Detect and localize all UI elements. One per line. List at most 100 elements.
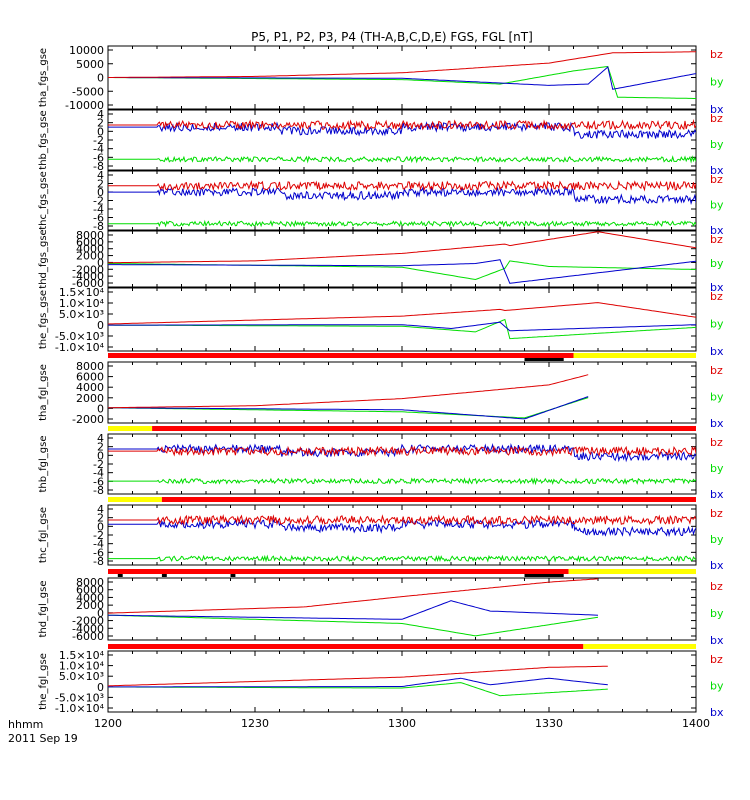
y-tick-label: 4 [97,432,104,445]
quality-mark [230,574,236,577]
panel-label: thc_fgl_gse [38,507,49,563]
legend-by: by [710,257,724,270]
series-bx-line [108,396,589,420]
x-tick-label: 1200 [94,717,122,730]
series-by-line [108,65,696,99]
y-tick-label: -4000 [72,622,104,635]
legend-bz: bz [710,580,723,593]
quality-mark [524,358,564,361]
panel-label: tha_fgl_gse [38,364,49,421]
quality-segment-red [108,353,574,358]
y-tick-label: 5000 [76,58,104,71]
time-axis-label: hhmm [8,718,43,731]
legend-bz: bz [710,48,723,61]
y-tick-label: -8 [93,484,104,497]
y-tick-label: 8000 [76,360,104,373]
traces [108,51,696,99]
panel-frame [107,433,697,495]
series-bz-line [108,51,696,78]
y-tick-label: 2000 [76,392,104,405]
panel-frame [107,287,697,352]
y-tick-label: 2 [97,512,104,525]
y-tick-label: 2000 [76,250,104,263]
legend-bz: bz [710,112,723,125]
traces [108,231,696,284]
y-tick-label: 0 [97,256,104,269]
y-tick-label: -2000 [72,263,104,276]
quality-segment-red [108,569,569,574]
quality-bar [108,353,696,361]
y-tick-label: -1.0×10⁴ [55,341,105,354]
legend-by: by [710,680,724,693]
y-tick-label: -5.0×10³ [55,691,104,704]
legend-by: by [710,318,724,331]
quality-bar [108,497,696,502]
y-tick-label: -2000 [72,615,104,628]
legend-by: by [710,391,724,404]
y-tick-label: -2 [93,134,104,147]
y-tick-label: -2 [93,529,104,542]
panel-label: thd_fgs_gse [38,229,49,288]
legend-bx: bx [710,706,724,719]
y-tick-label: 6000 [76,236,104,249]
y-tick-label: -6000 [72,630,104,643]
y-tick-label: 4 [97,169,104,182]
traces [108,665,608,697]
y-tick-label: -2 [93,458,104,471]
y-tick-label: 10000 [69,44,104,57]
series-bx-line [108,186,696,206]
quality-segment-yellow [573,353,696,358]
y-tick-label: 0 [97,186,104,199]
series-by-line [108,318,696,340]
x-tick-label: 1230 [241,717,269,730]
y-tick-label: 8000 [76,576,104,589]
panel-frame [107,361,697,424]
traces [108,119,696,164]
panel-label: thb_fgl_gse [38,436,49,493]
legend-bx: bx [710,634,724,647]
y-tick-label: -4000 [72,270,104,283]
y-tick-label: -6 [93,151,104,164]
traces [108,513,696,563]
series-bx-line [108,600,599,620]
y-tick-label: 2 [97,117,104,130]
time-axis: 1200 1230 1300 1330 1400 [94,717,710,730]
legend-by: by [710,199,724,212]
series-bx-line [108,259,696,284]
quality-bar [108,569,696,577]
legend-bx: bx [710,417,724,430]
legend-bz: bz [710,436,723,449]
series-bx-line [108,66,696,90]
panel-frame [107,230,697,288]
legend-by: by [710,76,724,89]
panel-label: tha_fgs_gse [38,48,49,107]
y-tick-label: -4 [93,143,104,156]
series-by-line [108,614,599,637]
quality-bars [108,353,697,649]
y-tick-label: -10000 [65,99,104,112]
quality-segment-yellow [568,569,696,574]
quality-segment-red [152,426,697,431]
quality-segment-yellow [108,497,162,502]
series-by-line [108,397,589,419]
legend-by: by [710,533,724,546]
series-bz-line [108,513,696,527]
series-bz-line [108,119,696,131]
series-by-line [108,260,696,281]
series-by-line [108,477,696,486]
y-tick-label: -4 [93,467,104,480]
traces [108,302,696,340]
legend-by: by [710,462,724,475]
y-tick-label: 8000 [76,229,104,242]
time-axis-date: 2011 Sep 19 [8,732,78,745]
quality-segment-yellow [583,644,696,649]
y-tick-label: 4 [97,503,104,516]
y-tick-label: 4000 [76,591,104,604]
y-tick-label: 0 [97,319,104,332]
y-tick-label: -6 [93,212,104,225]
